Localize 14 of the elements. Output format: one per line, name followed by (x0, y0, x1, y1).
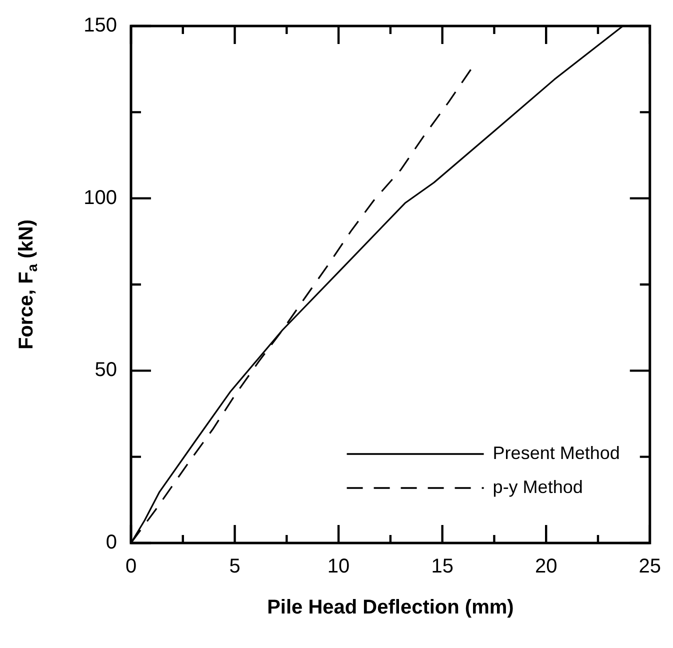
x-tick-label: 20 (534, 556, 558, 578)
y-tick-label: 0 (106, 532, 117, 554)
text: p-y Method (492, 476, 583, 497)
x-tick-label: 15 (431, 556, 454, 578)
x-tick-label: 10 (327, 556, 350, 578)
y-tick-label: 150 (84, 14, 117, 37)
x-tick-label: 0 (125, 556, 137, 578)
x-tick-label: 5 (229, 556, 240, 578)
x-axis-title: Pile Head Deflection (mm) (267, 596, 514, 619)
x-tick-label: 25 (638, 556, 661, 578)
y-tick-label: 100 (84, 186, 117, 209)
legend-label: Present Method (492, 442, 620, 463)
y-axis-title: Force, Fa (kN) (16, 219, 40, 350)
y-tick-label: 50 (94, 359, 117, 382)
